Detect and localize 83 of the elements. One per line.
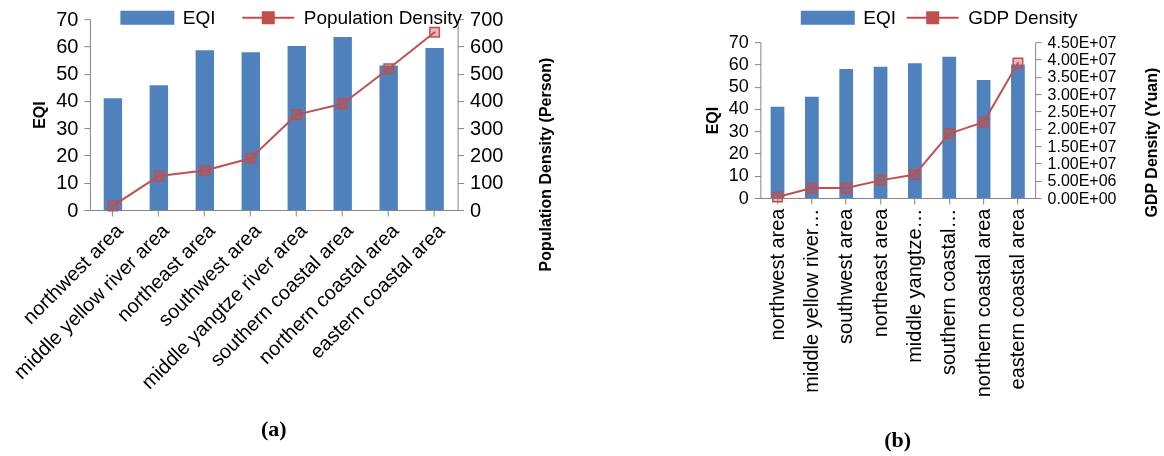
y2-tick-label: 1.00E+07 <box>1047 154 1117 172</box>
y2-tick-label: 300 <box>470 116 504 139</box>
y-tick-label: 0 <box>67 198 79 221</box>
bar <box>149 85 169 211</box>
y-tick-label: 20 <box>56 143 79 166</box>
x-tick-label: northeast area <box>868 207 891 338</box>
point <box>153 170 165 182</box>
point <box>107 200 119 212</box>
y2-tick-label: 3.50E+07 <box>1047 68 1117 86</box>
y2-tick-label: 600 <box>470 34 504 57</box>
x-tick-label: middle yellow river… <box>799 208 822 393</box>
point <box>245 152 257 164</box>
bar <box>1011 64 1025 199</box>
bar <box>333 36 352 211</box>
y-tick-label: 70 <box>56 7 79 30</box>
point <box>772 191 784 203</box>
x-tick-label: southern coastal… <box>937 208 960 376</box>
y-tick-label: 10 <box>56 171 79 194</box>
bar <box>770 106 785 199</box>
y-tick-label: 60 <box>728 53 749 74</box>
point <box>1012 57 1024 69</box>
bar <box>873 66 888 199</box>
y2-axis-title: GDP Density (Yuan) <box>1142 67 1160 218</box>
y2-tick-label: 200 <box>470 143 504 166</box>
y-tick-label: 20 <box>728 142 749 163</box>
x-tick-label: northwest area <box>765 207 788 341</box>
text: (a) <box>260 415 287 441</box>
y2-tick-label: 500 <box>470 62 504 85</box>
y-axis-title: EQI <box>703 106 721 135</box>
y-axis-title: EQI <box>31 101 49 129</box>
bar <box>195 50 215 211</box>
y2-tick-label: 2.00E+07 <box>1047 120 1117 138</box>
bar <box>942 56 957 199</box>
y2-tick-label: 2.50E+07 <box>1047 102 1117 120</box>
y-tick-label: 40 <box>728 98 749 119</box>
y-tick-label: 10 <box>728 165 749 186</box>
y2-tick-label: 1.50E+07 <box>1047 137 1117 155</box>
x-tick-label: middle yangtze… <box>902 208 925 363</box>
bar <box>908 63 922 199</box>
x-tick-label: eastern coastal area <box>1005 207 1028 390</box>
y2-tick-label: 4.50E+07 <box>1047 33 1117 51</box>
point <box>943 128 955 140</box>
y2-tick-label: 100 <box>470 171 504 194</box>
y-tick-label: 50 <box>56 62 79 85</box>
point <box>875 174 887 186</box>
bar <box>287 45 306 211</box>
y-tick-label: 70 <box>728 31 749 52</box>
y-tick-label: 50 <box>728 76 749 97</box>
legend-label: GDP Density <box>968 6 1078 28</box>
bar <box>805 96 819 199</box>
y-tick-label: 30 <box>56 116 79 139</box>
bar <box>839 68 854 199</box>
point <box>291 109 303 121</box>
y-tick-label: 0 <box>738 187 749 208</box>
y2-tick-label: 0 <box>470 198 482 221</box>
point <box>909 168 921 180</box>
point <box>806 182 818 194</box>
x-tick-label: northern coastal area <box>971 207 994 398</box>
bar <box>425 48 444 211</box>
y2-tick-label: 5.00E+06 <box>1047 172 1117 190</box>
point <box>337 98 349 110</box>
point <box>199 165 211 176</box>
text: (b) <box>884 426 912 452</box>
y-tick-label: 30 <box>728 120 749 141</box>
legend-label: EQI <box>182 6 216 28</box>
point <box>978 116 990 128</box>
y2-tick-label: 0.00E+00 <box>1047 189 1117 207</box>
legend-label: Population Density <box>303 6 463 28</box>
y-tick-label: 60 <box>56 34 79 57</box>
legend-label: EQI <box>863 6 896 28</box>
bar <box>976 80 991 199</box>
y2-tick-label: 4.00E+07 <box>1047 50 1117 68</box>
bar <box>103 98 123 211</box>
bar <box>241 52 260 211</box>
y2-tick-label: 400 <box>470 89 504 112</box>
point <box>383 63 395 75</box>
y2-tick-label: 3.00E+07 <box>1047 85 1117 103</box>
x-tick-label: southwest area <box>834 207 857 344</box>
bar <box>379 65 398 211</box>
y-tick-label: 40 <box>56 89 79 112</box>
y2-axis-title: Population Density (Person) <box>537 57 555 272</box>
y2-tick-label: 700 <box>470 7 504 30</box>
point <box>840 182 852 194</box>
